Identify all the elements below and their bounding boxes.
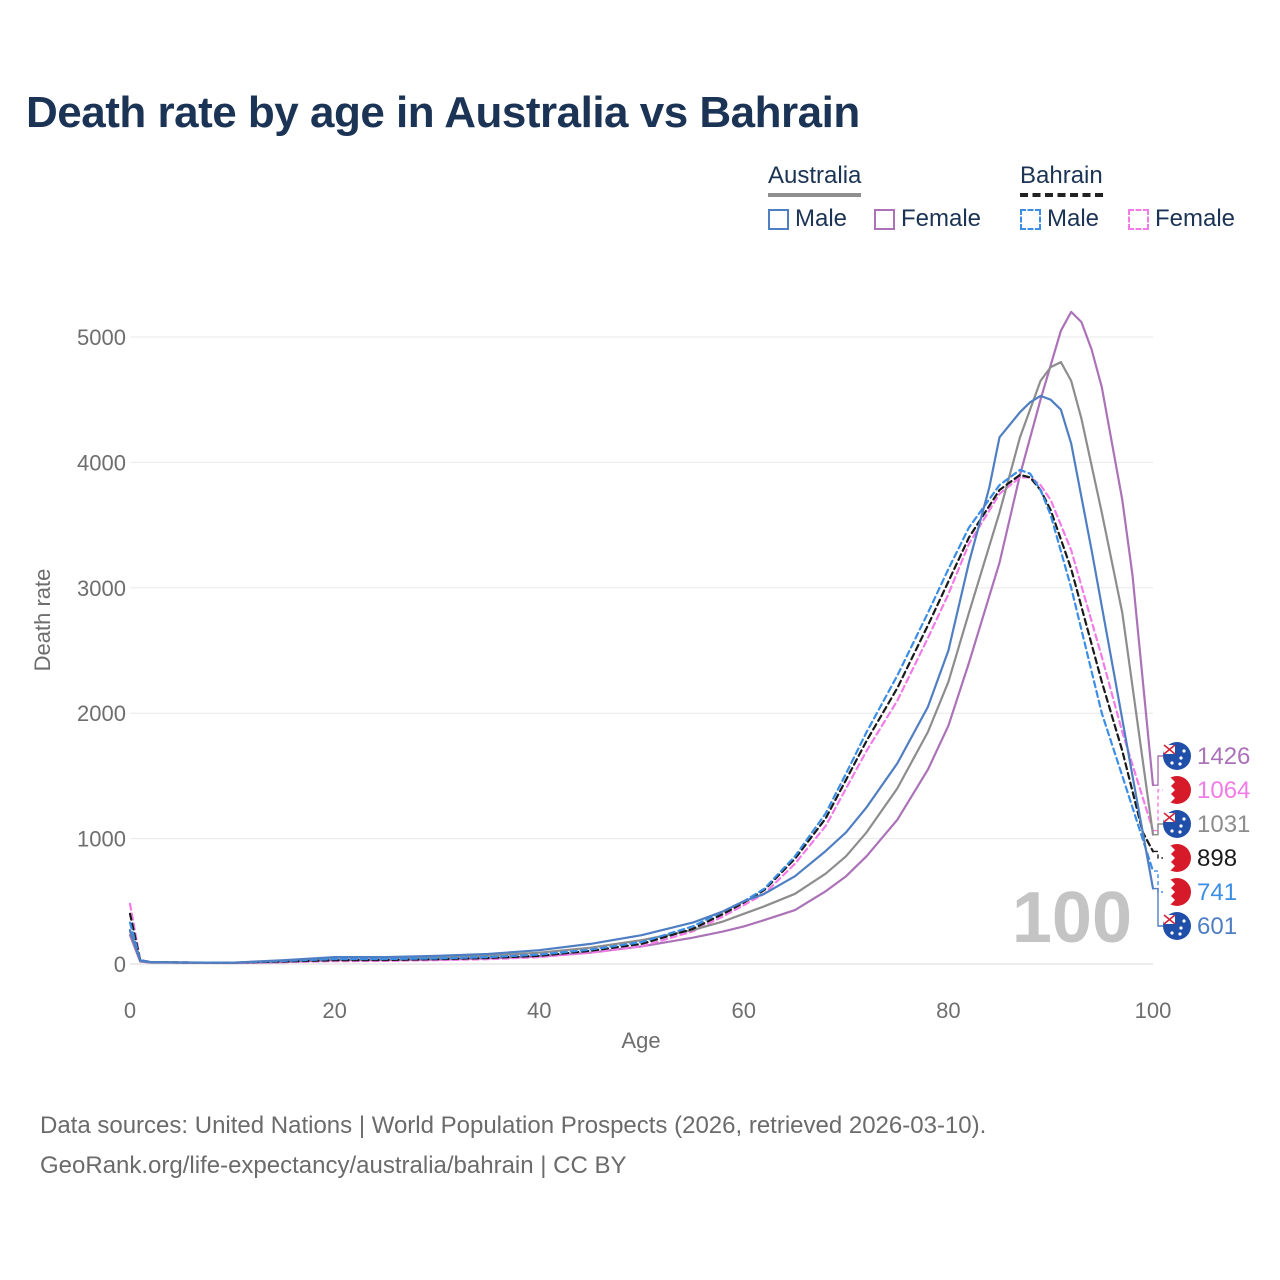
flag-serration: [1163, 880, 1175, 904]
legend-label: Female: [1155, 205, 1236, 232]
source-note: Data sources: United Nations | World Pop…: [40, 1112, 987, 1139]
y-tick-label: 5000: [77, 325, 126, 350]
flag-serration: [1163, 778, 1175, 802]
legend-item-bahrain-female[interactable]: Female: [1128, 204, 1235, 234]
legend-country-australia: Australia: [768, 162, 862, 197]
end-label-connector: [1154, 823, 1163, 836]
legend-label: Male: [795, 205, 848, 232]
end-label-value: 1031: [1197, 811, 1250, 838]
x-tick-label: 80: [936, 998, 960, 1023]
chart-title: Death rate by age in Australia vs Bahrai…: [26, 88, 860, 137]
flag-cross: [1163, 812, 1176, 823]
x-axis-ticks: 0 20 40 60 80 100: [124, 998, 1171, 1023]
x-tick-label: 20: [322, 998, 346, 1023]
legend-item-australia-female[interactable]: Female: [874, 204, 981, 234]
y-tick-label: 1000: [77, 827, 126, 852]
end-label-value: 741: [1197, 879, 1237, 906]
y-tick-label: 2000: [77, 701, 126, 726]
flag-star: [1182, 749, 1186, 753]
legend-swatch: [1128, 208, 1149, 230]
flag-star: [1178, 932, 1182, 936]
series-line-bahrain-male[interactable]: [128, 468, 1155, 964]
flag-star: [1170, 829, 1174, 833]
y-tick-label: 4000: [77, 450, 126, 475]
footer: Data sources: United Nations | World Pop…: [40, 1106, 986, 1186]
flag-star: [1178, 830, 1182, 834]
flag-serration: [1163, 846, 1175, 870]
gridlines: [130, 336, 1153, 965]
end-label-connector: [1154, 870, 1163, 893]
series-lines: [128, 310, 1155, 965]
legend-item-australia-male[interactable]: Male: [768, 204, 847, 234]
end-label-value: 601: [1197, 913, 1237, 940]
y-axis-title: Death rate: [30, 569, 55, 672]
flag-cross: [1163, 744, 1176, 755]
source-url: GeoRank.org/life-expectancy/australia/ba…: [40, 1152, 627, 1179]
legend-swatch: [1020, 208, 1041, 230]
end-label-connector: [1154, 887, 1163, 927]
y-tick-label: 0: [114, 952, 126, 977]
series-line-bahrain-female[interactable]: [128, 476, 1155, 964]
legend-country-bahrain: Bahrain: [1020, 162, 1103, 197]
flag-star: [1179, 756, 1183, 760]
series-line-australia-male-blue[interactable]: [128, 394, 1155, 964]
legend-item-bahrain-male[interactable]: Male: [1020, 204, 1099, 234]
end-label-value: 1426: [1197, 743, 1250, 770]
y-tick-label: 3000: [77, 576, 126, 601]
flag-cross: [1163, 914, 1176, 925]
legend-swatch: [768, 208, 789, 230]
end-label-value: 898: [1197, 845, 1237, 872]
flag-star: [1178, 762, 1182, 766]
flag-star: [1179, 824, 1183, 828]
legend: Australia Bahrain Male Female Male Femal…: [766, 160, 1266, 240]
x-tick-label: 40: [527, 998, 551, 1023]
flag-star: [1170, 931, 1174, 935]
series-line-australia-female[interactable]: [128, 310, 1155, 965]
flag-star: [1182, 817, 1186, 821]
end-labels: 1426 1064 1031 898 741 601: [1154, 742, 1250, 940]
series-line-australia-male[interactable]: [128, 361, 1155, 964]
x-tick-label: 60: [732, 998, 756, 1023]
series-line-bahrain-both-sexes[interactable]: [128, 473, 1155, 964]
flag-star: [1182, 919, 1186, 923]
x-axis-title: Age: [621, 1028, 660, 1053]
end-label-connector: [1154, 850, 1163, 859]
legend-label: Male: [1047, 205, 1100, 232]
legend-label: Female: [901, 205, 982, 232]
flag-star: [1170, 761, 1174, 765]
x-tick-label: 100: [1135, 998, 1172, 1023]
line-chart: 0 1000 2000 3000 4000 5000 0 20 40 60 80 100 Death…: [30, 310, 1250, 1053]
end-label-connector: [1154, 755, 1163, 786]
year-annotation: 100: [1012, 878, 1132, 958]
legend-swatch: [874, 208, 895, 230]
end-label-value: 1064: [1197, 777, 1250, 804]
y-axis-ticks: 0 1000 2000 3000 4000 5000: [77, 325, 126, 977]
flag-star: [1179, 926, 1183, 930]
x-tick-label: 0: [124, 998, 136, 1023]
end-label-connector: [1154, 789, 1163, 832]
